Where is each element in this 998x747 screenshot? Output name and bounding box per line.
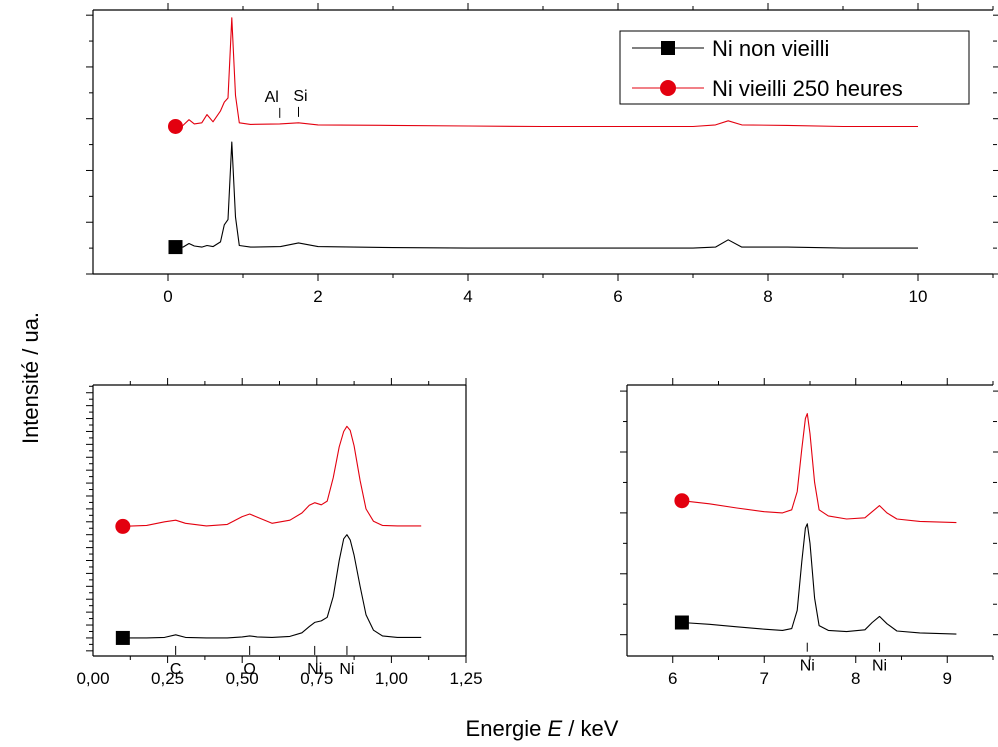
x-tick-label: 0,25	[151, 669, 184, 688]
y-axis-title: Intensité / ua.	[18, 312, 43, 444]
x-axis-title-suffix: / keV	[562, 716, 619, 741]
series-line-aged	[122, 425, 422, 527]
peak-label-ni: Ni	[307, 661, 322, 678]
x-tick-label: 0,50	[226, 669, 259, 688]
x-tick-label: 7	[760, 669, 769, 688]
x-tick-label: 0,75	[300, 669, 333, 688]
series-marker-circle	[674, 493, 690, 509]
peak-label-ni: Ni	[872, 658, 887, 675]
series-line-fresh	[175, 141, 918, 249]
series-marker-square	[168, 240, 183, 255]
peak-label-o: O	[243, 661, 255, 678]
x-tick-label: 4	[463, 287, 472, 306]
x-axis-title-symbol: E	[548, 716, 563, 741]
series-line-aged	[681, 413, 957, 524]
x-tick-label: 0	[163, 287, 172, 306]
legend-box	[619, 30, 970, 105]
legend-square-marker	[661, 41, 675, 55]
series-line-aged	[175, 17, 918, 128]
series-marker-circle	[168, 118, 183, 134]
x-tick-label: 10	[909, 287, 928, 306]
series-marker-square	[115, 630, 130, 645]
peak-label-ni: Ni	[800, 658, 815, 675]
x-tick-label: 2	[313, 287, 322, 306]
x-tick-label: 9	[943, 669, 952, 688]
x-tick-label: 8	[763, 287, 772, 306]
x-tick-label: 1,25	[449, 669, 482, 688]
x-axis-title-prefix: Energie	[466, 716, 548, 741]
series-line-fresh	[681, 523, 957, 635]
x-tick-label: 6	[613, 287, 622, 306]
legend: Ni non vieilli Ni vieilli 250 heures	[619, 30, 970, 105]
legend-circle-marker	[660, 80, 676, 96]
peak-label-si: Si	[293, 88, 307, 105]
peak-label-c: C	[170, 661, 182, 678]
x-tick-label: 8	[851, 669, 860, 688]
series-marker-circle	[115, 518, 131, 534]
x-tick-label: 6	[668, 669, 677, 688]
peak-label-ni: Ni	[339, 661, 354, 678]
peak-label-al: Al	[265, 89, 279, 106]
panel-bottom-left-low-energy: 0,00 0,25 0,50 0,75 1,00 1,25 C O Ni Ni	[76, 378, 483, 688]
panel-top-full-spectrum: 0 2 4 6 8 10 Al Si	[86, 3, 998, 306]
legend-label-fresh: Ni non vieilli	[712, 36, 829, 61]
x-axis-title: Energie E / keV	[466, 716, 619, 741]
legend-label-aged: Ni vieilli 250 heures	[712, 76, 903, 101]
series-marker-square	[674, 615, 689, 630]
series-line-fresh	[122, 534, 422, 639]
x-tick-label: 0,00	[76, 669, 109, 688]
panel-bottom-right-high-energy: 6 7 8 9 Ni Ni	[620, 378, 998, 688]
x-tick-label: 1,00	[375, 669, 408, 688]
